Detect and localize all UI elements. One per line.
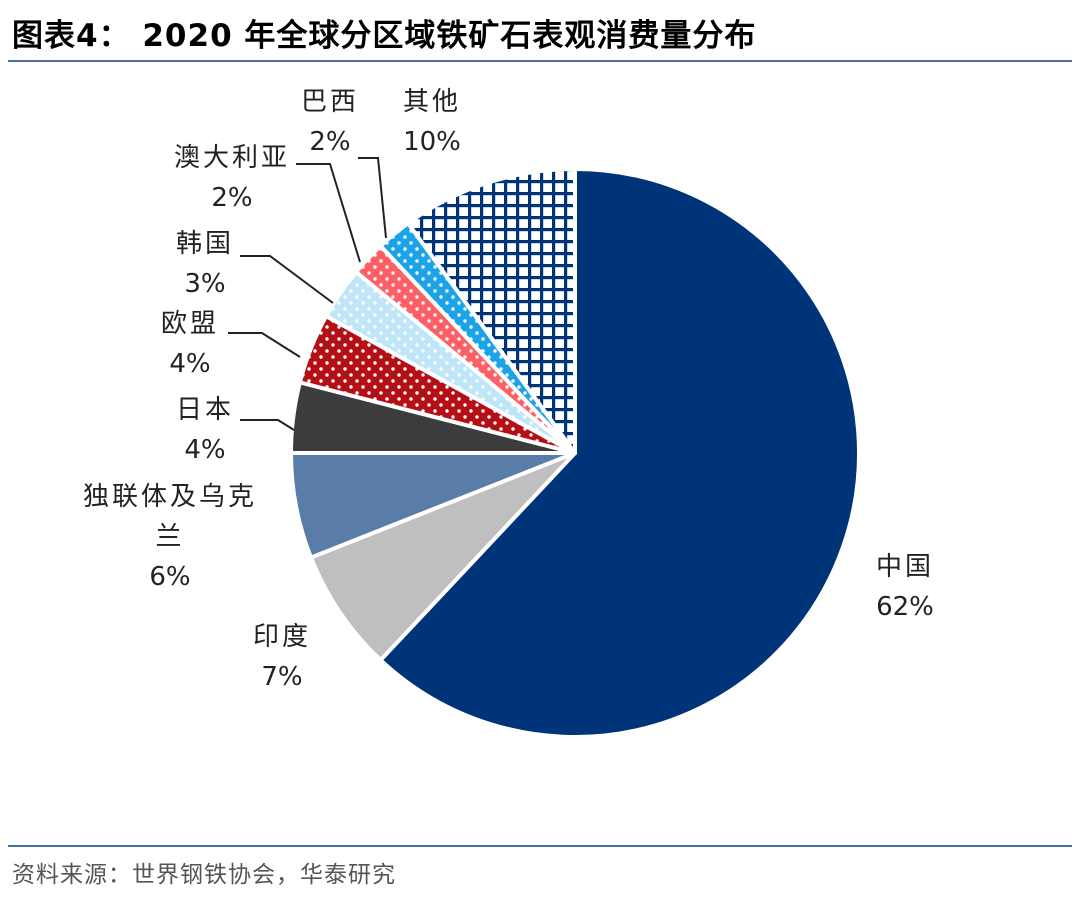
- pie-slice-other: [406, 167, 577, 455]
- slice-label-brazil: 巴西: [301, 87, 359, 117]
- slice-value-korea: 3%: [184, 269, 225, 299]
- slice-value-australia: 2%: [211, 183, 252, 213]
- leader-line-australia: [296, 163, 361, 263]
- slice-label-cis-line2: 兰: [155, 522, 184, 552]
- slice-label-other: 其他: [403, 87, 461, 117]
- slice-label-eu: 欧盟: [161, 309, 219, 339]
- slice-label-china: 中国: [876, 552, 934, 582]
- pie-slice-india: [308, 451, 577, 663]
- slice-label-australia: 澳大利亚: [174, 143, 290, 173]
- slice-value-india: 7%: [261, 662, 302, 692]
- slice-value-china: 62%: [876, 592, 934, 622]
- slice-label-japan: 日本: [176, 395, 234, 425]
- slice-value-japan: 4%: [184, 435, 225, 465]
- leader-lines: [228, 157, 387, 431]
- slice-label-india: 印度: [253, 622, 311, 652]
- pie-slice-china: [378, 167, 861, 739]
- footer-divider: [8, 845, 1072, 847]
- leader-line-eu: [228, 332, 301, 358]
- slice-label-korea: 韩国: [176, 229, 234, 259]
- title-divider: [8, 60, 1072, 62]
- slice-value-other: 10%: [403, 127, 461, 157]
- chart-title: 图表4： 2020 年全球分区域铁矿石表观消费量分布: [12, 18, 757, 54]
- leader-line-brazil: [358, 157, 387, 239]
- leader-line-japan: [240, 419, 295, 431]
- slice-value-brazil: 2%: [309, 127, 350, 157]
- slice-value-eu: 4%: [169, 349, 210, 379]
- slice-value-cis: 6%: [149, 562, 190, 592]
- pie-slices: [289, 167, 861, 739]
- leader-line-korea: [240, 255, 334, 304]
- slice-label-cis-line1: 独联体及乌克: [83, 482, 257, 512]
- source-note: 资料来源：世界钢铁协会，华泰研究: [12, 862, 396, 888]
